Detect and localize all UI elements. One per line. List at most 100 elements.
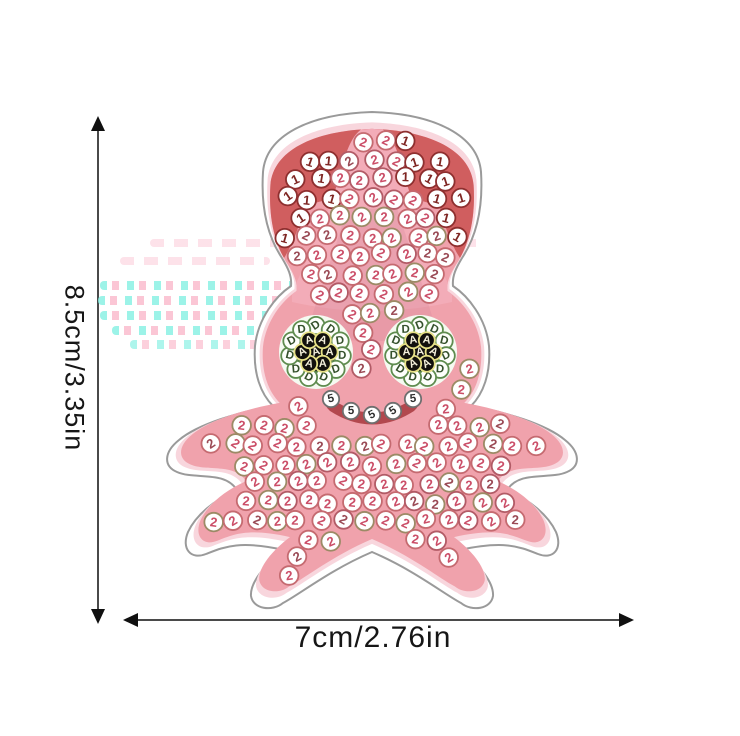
diamond-dot-mouth: 5: [403, 389, 423, 409]
diamond-dot-body-tentacles: 2: [333, 470, 354, 491]
diamond-dot-body-tentacles: 2: [338, 151, 360, 172]
svg-text:2: 2: [507, 438, 516, 454]
svg-text:D: D: [338, 350, 347, 362]
svg-text:1: 1: [440, 173, 451, 189]
svg-text:2: 2: [336, 246, 346, 262]
diamond-dot-body-tentacles: 2: [414, 436, 435, 457]
diamond-dot-body-tentacles: 2: [286, 245, 308, 267]
diamond-dot-body-tentacles: 2: [275, 454, 296, 476]
svg-text:2: 2: [345, 454, 356, 470]
svg-text:2: 2: [371, 267, 380, 283]
svg-text:2: 2: [358, 134, 369, 150]
svg-text:2: 2: [496, 458, 506, 474]
diamond-dot-body-tentacles: 2: [438, 509, 460, 530]
diamond-dot-body-tentacles: 2: [317, 493, 338, 514]
width-dimension-label: 7cm/2.76in: [294, 621, 452, 654]
diamond-dot-body-tentacles: 2: [490, 413, 511, 434]
diamond-dot-body-tentacles: 2: [320, 531, 341, 552]
svg-text:2: 2: [337, 438, 346, 454]
svg-text:2: 2: [391, 456, 402, 472]
svg-text:D: D: [390, 350, 398, 362]
svg-text:2: 2: [365, 305, 375, 321]
diamond-dot-body-tentacles: 2: [339, 188, 360, 209]
diamond-dot-body-tentacles: 2: [333, 509, 354, 530]
svg-text:2: 2: [411, 531, 420, 547]
diamond-dot-body-tentacles: 2: [458, 510, 479, 531]
svg-text:1: 1: [304, 154, 316, 171]
diamond-dot-body-tentacles: 2: [426, 225, 447, 247]
svg-text:2: 2: [463, 512, 474, 528]
diamond-dot-body-tentacles: 2: [253, 415, 275, 436]
svg-text:2: 2: [368, 493, 377, 509]
diamond-dot-body-tentacles: 2: [352, 322, 374, 343]
diamond-dot-head-fin: 1: [419, 168, 440, 189]
svg-text:D: D: [436, 363, 445, 375]
diamond-dot-body-tentacles: 2: [231, 415, 252, 436]
svg-text:2: 2: [442, 401, 450, 417]
diamond-dot-body-tentacles: 2: [480, 511, 502, 532]
diamond-dot-head-fin: 1: [311, 168, 332, 189]
svg-text:2: 2: [284, 568, 293, 584]
diamond-dot-body-tentacles: 2: [301, 263, 322, 285]
svg-text:2: 2: [356, 249, 364, 265]
svg-text:2: 2: [303, 532, 314, 548]
diamond-dot-head-fin: 1: [290, 207, 311, 229]
diamond-dot-body-tentacles: 2: [469, 417, 490, 438]
diamond-dot-body-tentacles: 2: [359, 302, 381, 324]
diamond-dot-body-tentacles: 2: [349, 246, 371, 267]
svg-text:2: 2: [264, 492, 273, 508]
svg-text:2: 2: [281, 457, 290, 473]
diamond-dot-body-tentacles: 2: [340, 225, 361, 246]
diamond-dot-body-tentacles: 2: [247, 509, 268, 531]
svg-text:D: D: [407, 371, 418, 384]
diamond-dot-body-tentacles: 2: [374, 473, 395, 495]
diamond-dot-body-tentacles: 2: [278, 565, 300, 586]
svg-text:1: 1: [399, 133, 411, 150]
svg-text:2: 2: [366, 341, 377, 357]
svg-text:2: 2: [348, 494, 357, 510]
arrow-left-icon: [123, 613, 138, 627]
artifact-stripe: [120, 257, 270, 265]
diamond-dot-mouth: 5: [341, 401, 361, 421]
artifact-stripe: [98, 296, 312, 305]
diamond-dot-eye-iris-ring: D: [417, 367, 437, 387]
diamond-dot-body-tentacles: 2: [505, 509, 526, 530]
svg-text:5: 5: [367, 408, 378, 422]
diamond-dot-body-tentacles: 2: [408, 227, 429, 249]
svg-text:2: 2: [279, 420, 290, 436]
diamond-dot-body-tentacles: 2: [403, 490, 425, 512]
diamond-dot-body-tentacles: 2: [470, 452, 491, 474]
svg-text:A: A: [304, 357, 315, 371]
diamond-dot-body-tentacles: 2: [267, 510, 288, 532]
diamond-dot-eye-pupil: A: [313, 331, 332, 350]
diamond-dot-head-fin: 1: [429, 151, 451, 172]
svg-text:2: 2: [420, 511, 431, 527]
diamond-dot-head-fin: 1: [318, 150, 339, 172]
diamond-dot-body-tentacles: 2: [428, 414, 449, 435]
artifact-stripe: [100, 311, 310, 320]
svg-text:2: 2: [348, 268, 358, 284]
diamond-dot-body-tentacles: 2: [296, 225, 317, 246]
diamond-dot-body-tentacles: 2: [438, 547, 459, 568]
svg-text:2: 2: [457, 382, 466, 398]
svg-text:1: 1: [324, 153, 333, 169]
artifact-stripe: [100, 281, 312, 290]
diamond-dot-body-tentacles: 2: [439, 472, 460, 493]
diamond-dot-head-fin: 1: [426, 188, 448, 209]
svg-text:2: 2: [311, 247, 322, 263]
svg-text:2: 2: [209, 514, 218, 530]
diamond-dot-body-tentacles: 2: [363, 187, 384, 208]
diamond-dot-body-tentacles: 2: [425, 494, 446, 515]
svg-text:2: 2: [259, 417, 270, 433]
diamond-dot-body-tentacles: 2: [458, 474, 480, 496]
diamond-dot-body-tentacles: 2: [354, 511, 375, 532]
svg-text:2: 2: [355, 173, 363, 188]
diamond-dot-eye-pupil: A: [417, 331, 436, 350]
svg-text:2: 2: [465, 477, 473, 492]
diamond-dot-mouth: 5: [321, 389, 341, 409]
diamond-dot-body-tentacles: 2: [490, 455, 512, 477]
svg-text:2: 2: [315, 211, 325, 227]
diamond-dot-body-tentacles: 2: [424, 263, 445, 285]
diamond-dot-body-tentacles: 2: [372, 167, 393, 188]
